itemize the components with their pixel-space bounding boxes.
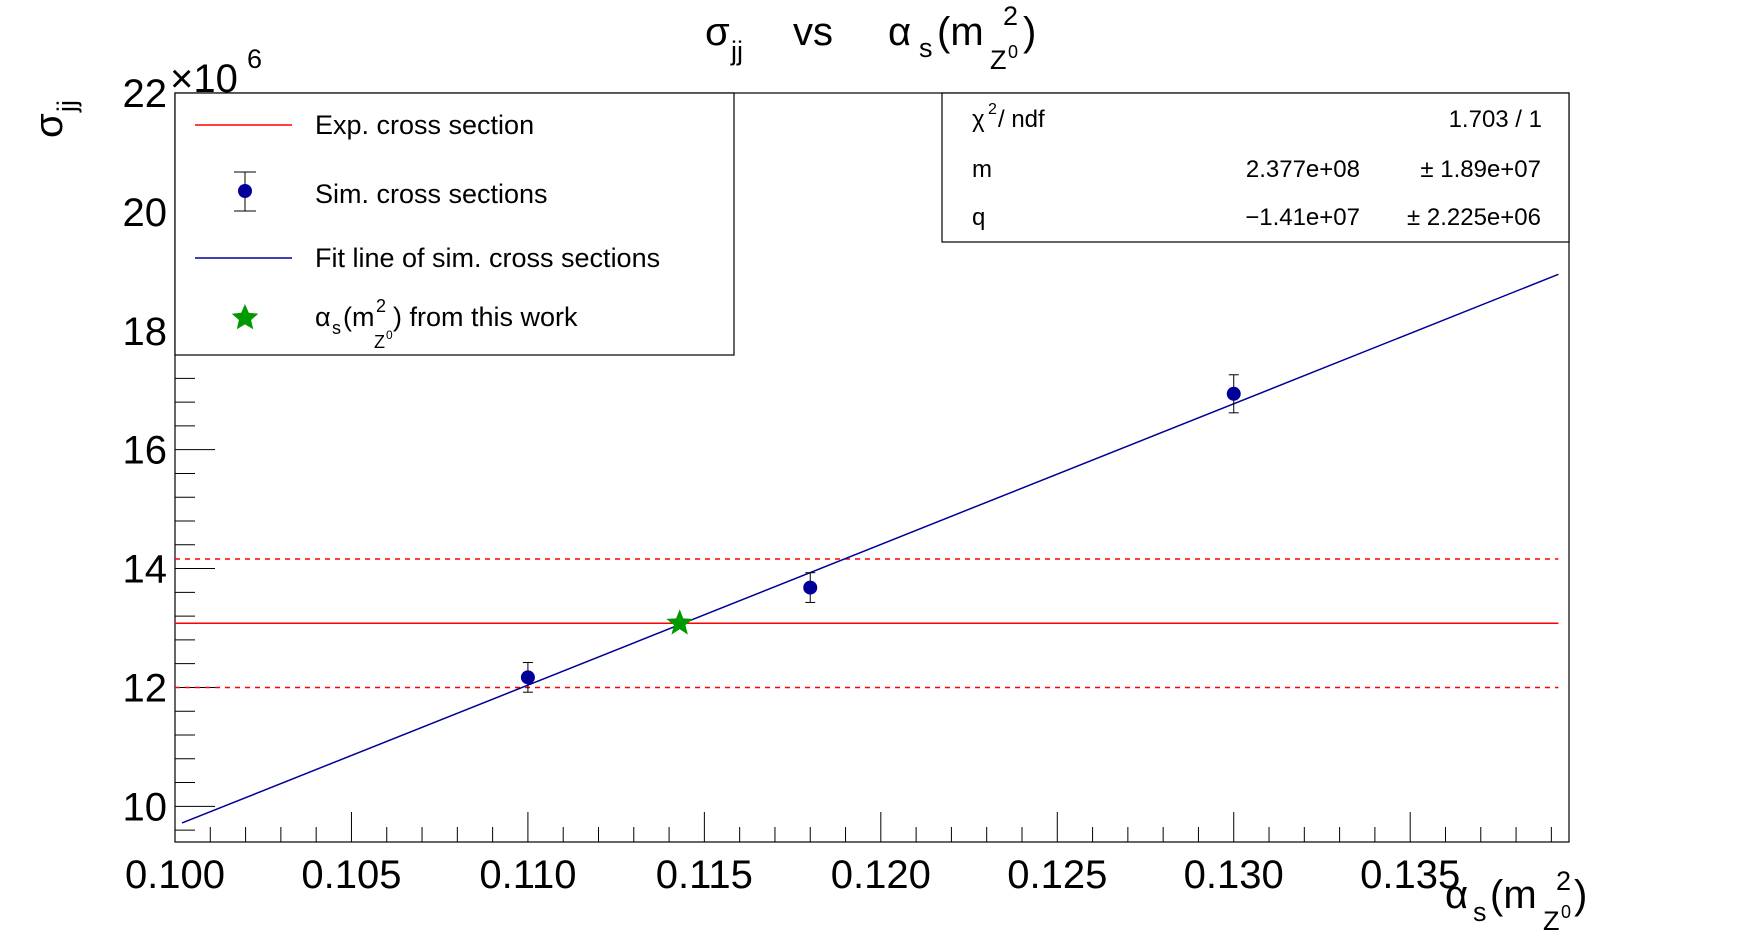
- stats-m-value: 2.377e+08: [1246, 156, 1360, 183]
- legend-sim-label: Sim. cross sections: [315, 179, 548, 209]
- xlabel-alpha-sub: s: [1473, 897, 1487, 927]
- xlabel-paren-m: (m: [1490, 873, 1537, 917]
- chart-title: σ jj vs α s (m 2 Z 0 ): [705, 1, 1036, 75]
- xlabel-z-sup: 0: [1561, 902, 1571, 922]
- legend-star-z: Z: [374, 332, 385, 352]
- y-tick-label: 18: [123, 310, 168, 354]
- sim-point: [520, 670, 535, 685]
- stats-chi-value: 1.703 / 1: [1449, 106, 1542, 133]
- stats-chi-sup: 2: [988, 101, 997, 118]
- title-paren-close: ): [1023, 10, 1036, 54]
- multiplier-exp: 6: [247, 44, 262, 74]
- ylabel-sub: jj: [52, 100, 82, 113]
- title-alpha-sub: s: [919, 33, 933, 63]
- legend-point-icon: [238, 184, 252, 198]
- y-tick-label: 10: [123, 785, 168, 829]
- legend-box: [174, 92, 735, 356]
- stats-q-value: −1.41e+07: [1245, 204, 1360, 231]
- x-axis-ticks: 0.100 0.105 0.110 0.115 0.120 0.125 0.130 0.135: [125, 812, 1552, 897]
- x-tick-label: 0.115: [656, 853, 753, 897]
- x-tick-label: 0.110: [479, 853, 576, 897]
- title-z-sup: 0: [1008, 42, 1018, 62]
- x-tick-label: 0.135: [1360, 853, 1460, 897]
- ylabel-sigma: σ: [27, 113, 71, 138]
- title-vs: vs: [793, 10, 833, 54]
- x-tick-label: 0.120: [831, 853, 931, 897]
- legend-star-alpha: α: [315, 302, 331, 332]
- stats-q-error: ± 2.225e+06: [1407, 204, 1541, 231]
- xlabel-z: Z: [1543, 906, 1560, 934]
- sim-point: [803, 580, 818, 595]
- y-tick-label: 20: [123, 191, 168, 235]
- y-tick-label: 12: [123, 666, 168, 710]
- result-star-marker: [666, 609, 693, 635]
- stats-m-error: ± 1.89e+07: [1420, 156, 1541, 183]
- x-tick-label: 0.130: [1184, 853, 1284, 897]
- sim-point: [1226, 386, 1241, 401]
- legend-star-alpha-sub: s: [332, 318, 341, 338]
- stats-m-name: m: [972, 156, 992, 183]
- fit-line: [181, 273, 1559, 824]
- legend: Exp. cross section Sim. cross sections F…: [174, 92, 735, 356]
- title-sigma-sub: jj: [730, 36, 743, 66]
- title-sigma: σ: [705, 10, 730, 54]
- y-tick-label: 22: [123, 72, 168, 116]
- plot-frame: [174, 92, 1570, 843]
- x-tick-label: 0.105: [301, 853, 401, 897]
- chart-marks: [175, 273, 1559, 824]
- title-z: Z: [990, 45, 1007, 75]
- title-sup2: 2: [1003, 1, 1018, 31]
- stats-box: χ 2 / ndf 1.703 / 1 m 2.377e+08 ± 1.89e+…: [941, 92, 1570, 243]
- legend-star-sup: 2: [376, 296, 386, 316]
- y-tick-label: 14: [123, 548, 168, 592]
- legend-fit-label: Fit line of sim. cross sections: [315, 243, 660, 273]
- xlabel-alpha: α: [1445, 873, 1468, 917]
- stats-chi-symbol: χ: [972, 106, 985, 133]
- legend-star-icon: [231, 304, 259, 330]
- legend-exp-label: Exp. cross section: [315, 110, 534, 140]
- stats-chi-rest: / ndf: [998, 106, 1045, 133]
- title-alpha: α: [888, 10, 911, 54]
- legend-star-paren: (m: [343, 302, 374, 332]
- legend-star-zsup: 0: [386, 328, 393, 342]
- y-tick-label: 16: [123, 429, 168, 473]
- y-axis-label: σ jj: [27, 100, 82, 138]
- xlabel-sup2: 2: [1556, 866, 1571, 896]
- legend-star-rest: ) from this work: [393, 302, 578, 332]
- x-tick-label: 0.125: [1007, 853, 1107, 897]
- stats-q-name: q: [972, 204, 985, 231]
- x-tick-label: 0.100: [125, 853, 225, 897]
- title-paren-m: (m: [937, 10, 984, 54]
- x-axis-label: α s (m 2 Z 0 ): [1445, 866, 1587, 934]
- xlabel-paren-close: ): [1574, 873, 1587, 917]
- stats-box-frame: [941, 92, 1570, 243]
